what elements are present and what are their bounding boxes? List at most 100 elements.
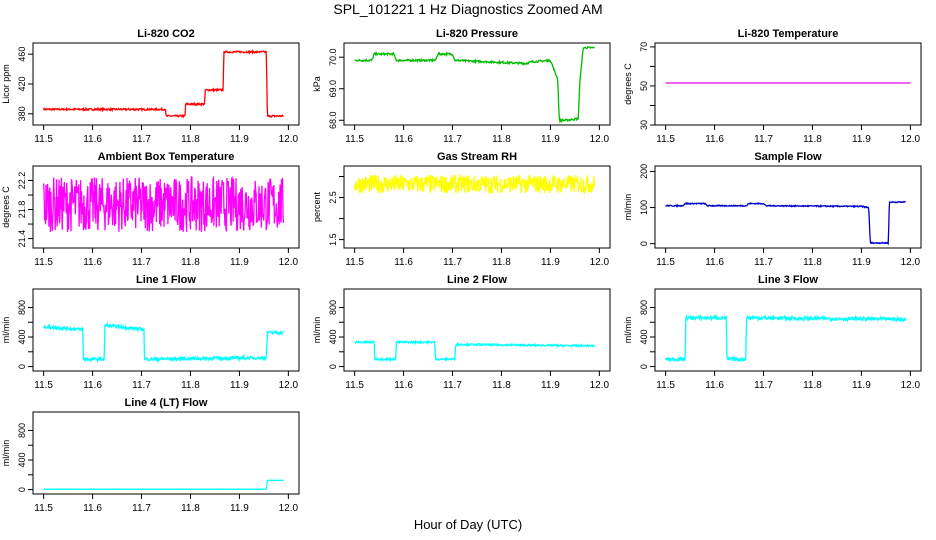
x-tick-label: 11.9 xyxy=(230,503,249,514)
x-tick-label: 11.5 xyxy=(34,134,53,145)
x-tick-label: 11.6 xyxy=(394,380,413,391)
x-tick-label: 12.0 xyxy=(901,134,921,145)
series-line xyxy=(354,339,596,363)
x-tick-label: 11.8 xyxy=(181,134,200,145)
x-tick-label: 11.5 xyxy=(656,257,675,268)
x-tick-label: 12.0 xyxy=(279,380,299,391)
x-tick-label: 11.7 xyxy=(443,134,462,145)
y-tick-label: 21.4 xyxy=(17,230,27,248)
panel-7: Line 1 Flow ml/min 11.5 11.6 11.7 11.8 11.9 12.… xyxy=(1,274,300,391)
x-tick-label: 11.8 xyxy=(181,257,200,268)
plot-frame xyxy=(32,165,300,249)
x-tick-label: 11.5 xyxy=(656,380,675,391)
panel-9: Line 3 Flow ml/min 11.5 11.6 11.7 11.8 11.9 12.… xyxy=(623,274,922,391)
y-tick-label: 21.8 xyxy=(17,201,27,219)
figure-title: SPL_101221 1 Hz Diagnostics Zoomed AM xyxy=(333,1,603,17)
x-tick-label: 11.6 xyxy=(83,134,102,145)
x-tick-label: 11.7 xyxy=(754,257,773,268)
plot-frame xyxy=(654,165,922,249)
y-axis-label: degrees C xyxy=(1,186,11,228)
panel-1: Li-820 CO2 Licor ppm 11.5 11.6 11.7 11.8 11.9 1… xyxy=(1,28,300,145)
x-tick-label: 11.8 xyxy=(492,134,511,145)
panel-title: Li-820 CO2 xyxy=(137,28,194,40)
x-tick-label: 11.9 xyxy=(230,257,249,268)
x-tick-label: 11.5 xyxy=(34,257,53,268)
y-tick-label: 380 xyxy=(17,106,27,121)
y-tick-label: 800 xyxy=(328,300,338,315)
panel-title: Ambient Box Temperature xyxy=(98,151,235,163)
x-tick-label: 11.9 xyxy=(541,257,560,268)
y-tick-label: 0 xyxy=(639,241,649,246)
panel-8: Line 2 Flow ml/min 11.5 11.6 11.7 11.8 11.9 12.… xyxy=(312,274,611,391)
x-tick-label: 11.5 xyxy=(34,380,53,391)
panel-title: Sample Flow xyxy=(754,151,822,163)
series-line xyxy=(42,175,285,233)
x-tick-label: 11.9 xyxy=(852,134,871,145)
y-tick-label: 70.0 xyxy=(328,48,338,66)
x-tick-label: 11.9 xyxy=(230,380,249,391)
x-tick-label: 12.0 xyxy=(590,134,610,145)
series-line xyxy=(665,200,907,246)
panel-title: Line 3 Flow xyxy=(758,274,818,286)
y-axis-label: degrees C xyxy=(623,63,633,105)
y-tick-label: 400 xyxy=(328,330,338,345)
y-tick-label: 22.2 xyxy=(17,172,27,190)
y-axis-label: ml/min xyxy=(312,317,322,344)
x-tick-label: 11.7 xyxy=(132,380,151,391)
x-tick-label: 11.8 xyxy=(181,503,200,514)
x-tick-label: 11.6 xyxy=(705,257,724,268)
x-tick-label: 11.8 xyxy=(803,134,822,145)
series-line xyxy=(43,479,284,491)
x-tick-label: 11.9 xyxy=(852,257,871,268)
panel-title: Line 2 Flow xyxy=(447,274,507,286)
y-tick-label: 400 xyxy=(639,330,649,345)
plot-frame xyxy=(343,165,611,249)
y-tick-label: 200 xyxy=(639,164,649,179)
panel-6: Sample Flow ml/min 11.5 11.6 11.7 11.8 11.9 12.… xyxy=(623,151,922,268)
plot-frame xyxy=(654,288,922,372)
x-tick-label: 12.0 xyxy=(590,257,610,268)
panel-title: Line 4 (LT) Flow xyxy=(125,397,208,409)
x-tick-label: 11.7 xyxy=(443,257,462,268)
y-tick-label: 30 xyxy=(639,120,649,130)
plot-frame xyxy=(343,288,611,372)
x-tick-label: 11.9 xyxy=(541,380,560,391)
y-tick-label: 50 xyxy=(639,81,649,91)
series-line xyxy=(354,45,596,124)
y-tick-label: 800 xyxy=(17,300,27,315)
y-tick-label: 68.0 xyxy=(328,112,338,130)
panel-10: Line 4 (LT) Flow ml/min 11.5 11.6 11.7 11.8 11… xyxy=(1,397,300,514)
y-tick-label: 400 xyxy=(17,330,27,345)
y-tick-label: 0 xyxy=(17,487,27,492)
y-tick-label: 0 xyxy=(328,364,338,369)
x-tick-label: 12.0 xyxy=(279,134,299,145)
panel-3: Li-820 Temperature degrees C 11.5 11.6 11.7 1… xyxy=(623,28,922,145)
x-tick-label: 11.7 xyxy=(754,380,773,391)
y-tick-label: 800 xyxy=(639,300,649,315)
x-tick-label: 11.8 xyxy=(492,380,511,391)
y-tick-label: 800 xyxy=(17,423,27,438)
x-tick-label: 11.8 xyxy=(803,257,822,268)
x-tick-label: 11.6 xyxy=(83,503,102,514)
y-axis-label: kPa xyxy=(312,76,322,92)
y-tick-label: 1.5 xyxy=(328,233,338,246)
series-line xyxy=(43,321,284,363)
panel-4: Ambient Box Temperature degrees C 11.5 11.6… xyxy=(1,151,300,268)
panel-title: Gas Stream RH xyxy=(437,151,517,163)
x-tick-label: 11.7 xyxy=(132,134,151,145)
x-tick-label: 11.5 xyxy=(345,257,364,268)
x-tick-label: 11.6 xyxy=(394,257,413,268)
x-tick-label: 11.6 xyxy=(705,380,724,391)
y-axis-label: ml/min xyxy=(1,440,11,467)
x-tick-label: 11.7 xyxy=(132,503,151,514)
y-axis-label: percent xyxy=(312,191,322,222)
y-tick-label: 0 xyxy=(639,364,649,369)
x-tick-label: 12.0 xyxy=(590,380,610,391)
x-tick-label: 11.9 xyxy=(541,134,560,145)
y-tick-label: 0 xyxy=(17,364,27,369)
x-tick-label: 11.6 xyxy=(705,134,724,145)
x-tick-label: 11.5 xyxy=(34,503,53,514)
y-axis-label: Licor ppm xyxy=(1,64,11,104)
x-tick-label: 11.5 xyxy=(345,380,364,391)
